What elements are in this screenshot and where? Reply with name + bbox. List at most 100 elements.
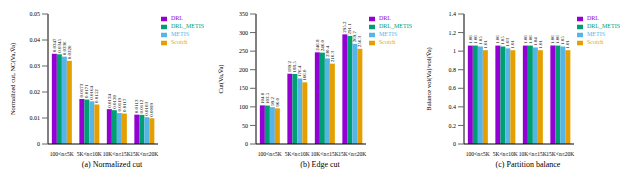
svg-text:300: 300 (239, 30, 248, 36)
svg-text:1.01: 1.01 (483, 39, 488, 48)
html-text:DRL: DRL (171, 15, 183, 21)
svg-text:1.04: 1.04 (532, 37, 538, 46)
svg-text:0: 0 (245, 141, 248, 147)
svg-text:1.4: 1.4 (449, 11, 457, 17)
svg-text:5K<n≤10K: 5K<n≤10K (77, 151, 102, 157)
svg-text:230.4: 230.4 (324, 45, 330, 57)
svg-text:189.2: 189.2 (287, 61, 293, 73)
svg-text:50: 50 (242, 123, 248, 129)
svg-text:1.01: 1.01 (565, 39, 570, 48)
svg-text:10K<n≤15K: 10K<n≤15K (103, 151, 131, 157)
svg-text:103.5: 103.5 (264, 92, 270, 105)
svg-text:0.05: 0.05 (30, 11, 41, 17)
svg-text:1.06: 1.06 (472, 35, 478, 45)
svg-text:0.04: 0.04 (30, 37, 41, 43)
html-text:DRL: DRL (379, 15, 391, 21)
html-text:Scotch: Scotch (587, 39, 604, 45)
svg-text:0.0103: 0.0103 (144, 102, 150, 116)
svg-text:104.0: 104.0 (259, 92, 265, 104)
svg-text:1.2: 1.2 (449, 30, 457, 36)
svg-text:0.0099: 0.0099 (149, 103, 154, 117)
svg-text:246.8: 246.8 (314, 39, 320, 51)
svg-text:10K<n≤15K: 10K<n≤15K (311, 151, 339, 157)
html-text:(b) Edge cut: (b) Edge cut (300, 160, 340, 169)
svg-text:0.0336: 0.0336 (61, 41, 67, 56)
svg-text:1.05: 1.05 (560, 36, 566, 45)
svg-text:176.4: 176.4 (297, 65, 303, 77)
svg-text:1.06: 1.06 (467, 35, 473, 45)
svg-text:5K<n≤10K: 5K<n≤10K (493, 151, 518, 157)
svg-text:0.0152: 0.0152 (94, 89, 99, 103)
html-text:DRL_METIS: DRL_METIS (379, 23, 412, 29)
svg-text:15K<n≤20K: 15K<n≤20K (546, 151, 574, 157)
svg-text:0.0347: 0.0347 (51, 38, 57, 53)
svg-text:0.6: 0.6 (449, 85, 457, 91)
html-text:DRL_METIS: DRL_METIS (587, 23, 620, 29)
svg-text:295.2: 295.2 (342, 21, 348, 33)
svg-text:0.0164: 0.0164 (89, 86, 95, 100)
svg-text:100: 100 (239, 104, 248, 110)
svg-text:0.2: 0.2 (449, 123, 457, 129)
svg-text:0.8: 0.8 (449, 67, 457, 73)
svg-text:350: 350 (239, 11, 248, 17)
html-text:DRL: DRL (587, 15, 599, 21)
svg-text:0.0113: 0.0113 (134, 99, 140, 114)
svg-text:Balance vol(Va)/vol(V̄a): Balance vol(Va)/vol(V̄a) (425, 47, 433, 110)
svg-text:1.06: 1.06 (527, 35, 533, 45)
svg-text:256.3: 256.3 (357, 36, 362, 48)
svg-text:0.0345: 0.0345 (56, 39, 62, 53)
svg-text:269.7: 269.7 (352, 31, 358, 43)
svg-text:0.0320: 0.0320 (67, 45, 72, 59)
svg-text:100<n≤5K: 100<n≤5K (258, 151, 282, 157)
svg-text:0.0134: 0.0134 (106, 93, 112, 108)
svg-text:0.4: 0.4 (449, 104, 457, 110)
svg-text:188.5: 188.5 (292, 61, 298, 73)
svg-text:150: 150 (239, 85, 248, 91)
svg-text:0.02: 0.02 (30, 89, 41, 95)
html-text:Scotch: Scotch (171, 39, 188, 45)
svg-text:96.0: 96.0 (275, 98, 280, 107)
svg-text:Normalized cut, NC(Va,V̄a): Normalized cut, NC(Va,V̄a) (9, 43, 17, 115)
svg-text:1.06: 1.06 (522, 35, 528, 45)
svg-text:1.06: 1.06 (495, 35, 501, 45)
svg-text:1.05: 1.05 (500, 36, 506, 45)
svg-text:246.0: 246.0 (319, 39, 325, 52)
html-text:DRL_METIS: DRL_METIS (171, 23, 204, 29)
svg-text:0.0119: 0.0119 (116, 98, 122, 112)
svg-text:0.0117: 0.0117 (122, 98, 127, 112)
svg-text:15K<n≤20K: 15K<n≤20K (338, 151, 366, 157)
svg-text:200: 200 (239, 67, 248, 73)
svg-text:1.01: 1.01 (510, 39, 515, 48)
svg-text:0.0130: 0.0130 (111, 94, 117, 109)
svg-text:0: 0 (37, 141, 40, 147)
svg-text:0.03: 0.03 (30, 63, 41, 69)
html-text:(c) Partition balance: (c) Partition balance (495, 160, 561, 169)
svg-text:10K<n≤15K: 10K<n≤15K (519, 151, 547, 157)
svg-text:0.01: 0.01 (30, 115, 41, 121)
html-text:(a) Normalized cut: (a) Normalized cut (81, 160, 143, 169)
svg-text:100<n≤5K: 100<n≤5K (466, 151, 490, 157)
svg-text:291.1: 291.1 (347, 23, 353, 35)
svg-text:99.2: 99.2 (269, 96, 275, 106)
svg-text:1.03: 1.03 (505, 38, 511, 47)
svg-text:216.3: 216.3 (330, 50, 335, 62)
svg-text:1: 1 (453, 48, 456, 54)
svg-text:15K<n≤20K: 15K<n≤20K (130, 151, 158, 157)
svg-text:0.0112: 0.0112 (139, 99, 145, 114)
svg-text:5K<n≤10K: 5K<n≤10K (285, 151, 310, 157)
svg-text:0.0173: 0.0173 (79, 83, 85, 98)
svg-text:100<n≤5K: 100<n≤5K (50, 151, 74, 157)
html-text:Scotch: Scotch (379, 39, 396, 45)
svg-text:1.01: 1.01 (538, 39, 543, 48)
html-text:METIS: METIS (587, 31, 605, 37)
svg-text:1.06: 1.06 (550, 35, 556, 45)
svg-text:166.0: 166.0 (302, 69, 307, 81)
svg-text:1.06: 1.06 (555, 35, 561, 45)
svg-text:250: 250 (239, 48, 248, 54)
svg-text:Cut(Va,V̄a): Cut(Va,V̄a) (217, 64, 225, 93)
svg-text:1.05: 1.05 (477, 36, 483, 45)
html-text:METIS: METIS (379, 31, 397, 37)
html-text:METIS: METIS (171, 31, 189, 37)
svg-text:0: 0 (453, 141, 456, 147)
svg-text:0.0171: 0.0171 (84, 84, 90, 98)
